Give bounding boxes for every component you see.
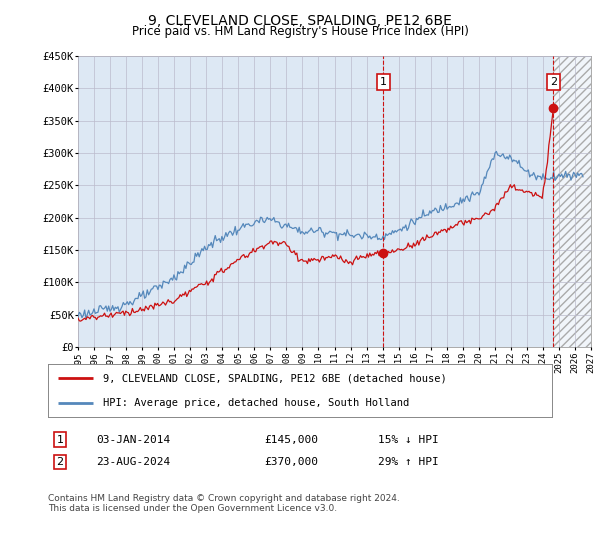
Text: Price paid vs. HM Land Registry's House Price Index (HPI): Price paid vs. HM Land Registry's House … [131,25,469,38]
Text: 9, CLEVELAND CLOSE, SPALDING, PE12 6BE: 9, CLEVELAND CLOSE, SPALDING, PE12 6BE [148,14,452,28]
Text: 23-AUG-2024: 23-AUG-2024 [96,457,170,467]
Text: 2: 2 [56,457,64,467]
Text: Contains HM Land Registry data © Crown copyright and database right 2024.
This d: Contains HM Land Registry data © Crown c… [48,494,400,514]
Text: 29% ↑ HPI: 29% ↑ HPI [378,457,439,467]
Bar [553,56,591,347]
Text: 1: 1 [380,77,387,87]
Text: 1: 1 [56,435,64,445]
Text: 15% ↓ HPI: 15% ↓ HPI [378,435,439,445]
Bar [553,56,591,347]
Text: £370,000: £370,000 [264,457,318,467]
Text: £145,000: £145,000 [264,435,318,445]
Text: HPI: Average price, detached house, South Holland: HPI: Average price, detached house, Sout… [103,398,410,408]
Text: 2: 2 [550,77,557,87]
Bar [553,56,591,347]
Text: 03-JAN-2014: 03-JAN-2014 [96,435,170,445]
Text: 9, CLEVELAND CLOSE, SPALDING, PE12 6BE (detached house): 9, CLEVELAND CLOSE, SPALDING, PE12 6BE (… [103,374,447,384]
